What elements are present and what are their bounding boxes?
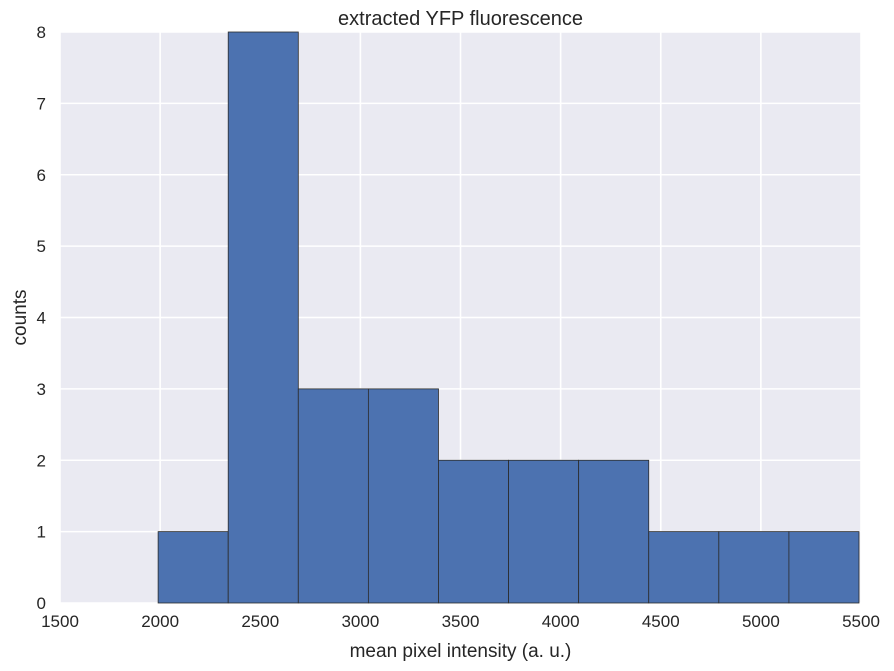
histogram-bar bbox=[788, 531, 860, 604]
histogram-bar bbox=[508, 459, 580, 604]
histogram-bar bbox=[648, 531, 720, 604]
histogram-bars bbox=[157, 31, 860, 604]
histogram-bar bbox=[718, 531, 790, 604]
y-tick-label: 7 bbox=[37, 94, 46, 113]
x-tick-label: 2500 bbox=[241, 612, 279, 631]
x-tick-label: 1500 bbox=[41, 612, 79, 631]
x-tick-label: 4500 bbox=[642, 612, 680, 631]
histogram-bar bbox=[227, 31, 299, 604]
y-tick-label: 2 bbox=[37, 451, 46, 470]
x-tick-label: 5500 bbox=[842, 612, 880, 631]
x-tick-label: 3000 bbox=[341, 612, 379, 631]
y-tick-labels: 0 1 2 3 4 5 6 7 8 bbox=[37, 23, 46, 613]
histogram-bar bbox=[578, 459, 650, 604]
y-tick-label: 4 bbox=[37, 309, 46, 328]
chart-title: extracted YFP fluorescence bbox=[338, 8, 583, 30]
y-tick-label: 0 bbox=[37, 594, 46, 613]
x-tick-label: 4000 bbox=[542, 612, 580, 631]
x-axis-label: mean pixel intensity (a. u.) bbox=[350, 641, 572, 662]
y-tick-label: 3 bbox=[37, 380, 46, 399]
y-axis-label: counts bbox=[10, 290, 31, 346]
y-tick-label: 6 bbox=[37, 166, 46, 185]
histogram-bar bbox=[297, 388, 369, 604]
y-tick-label: 1 bbox=[37, 523, 46, 542]
y-tick-label: 8 bbox=[37, 23, 46, 42]
y-tick-label: 5 bbox=[37, 237, 46, 256]
histogram-bar bbox=[438, 459, 509, 604]
x-tick-label: 2000 bbox=[141, 612, 179, 631]
x-tick-labels: 1500 2000 2500 3000 3500 4000 4500 5000 5500 bbox=[41, 612, 880, 631]
histogram-bar bbox=[157, 531, 229, 604]
x-tick-label: 5000 bbox=[742, 612, 780, 631]
histogram-bar bbox=[367, 388, 439, 604]
x-tick-label: 3500 bbox=[442, 612, 480, 631]
